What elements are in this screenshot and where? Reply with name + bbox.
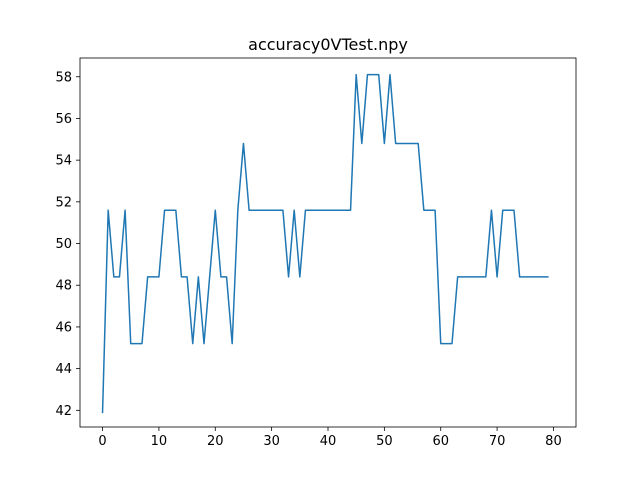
y-tick-label-44: 44	[55, 362, 72, 377]
y-tick-label-48: 48	[55, 279, 72, 294]
y-tick-label-50: 50	[55, 237, 72, 252]
x-tick-label-10: 10	[151, 434, 168, 449]
x-tick-label-20: 20	[207, 434, 224, 449]
y-tick-label-56: 56	[55, 112, 72, 127]
x-tick-label-70: 70	[489, 434, 506, 449]
y-tick-label-54: 54	[55, 154, 72, 169]
x-tick-label-40: 40	[320, 434, 337, 449]
x-tick-label-80: 80	[545, 434, 562, 449]
chart-title: accuracy0VTest.npy	[248, 35, 408, 54]
x-tick-label-50: 50	[376, 434, 393, 449]
plot-area: 0 10 20 30 40 50 60 70 80 42 44 46 48 50 52 54 56 58	[55, 57, 577, 449]
y-tick-label-46: 46	[55, 320, 72, 335]
y-tick-label-58: 58	[55, 70, 72, 85]
y-tick-label-42: 42	[55, 404, 72, 419]
series-line	[101, 73, 549, 414]
x-tick-label-0: 0	[98, 434, 106, 449]
y-tick-label-52: 52	[55, 195, 72, 210]
x-tick-label-30: 30	[263, 434, 280, 449]
axes-frame	[79, 57, 577, 428]
x-tick-label-60: 60	[432, 434, 449, 449]
